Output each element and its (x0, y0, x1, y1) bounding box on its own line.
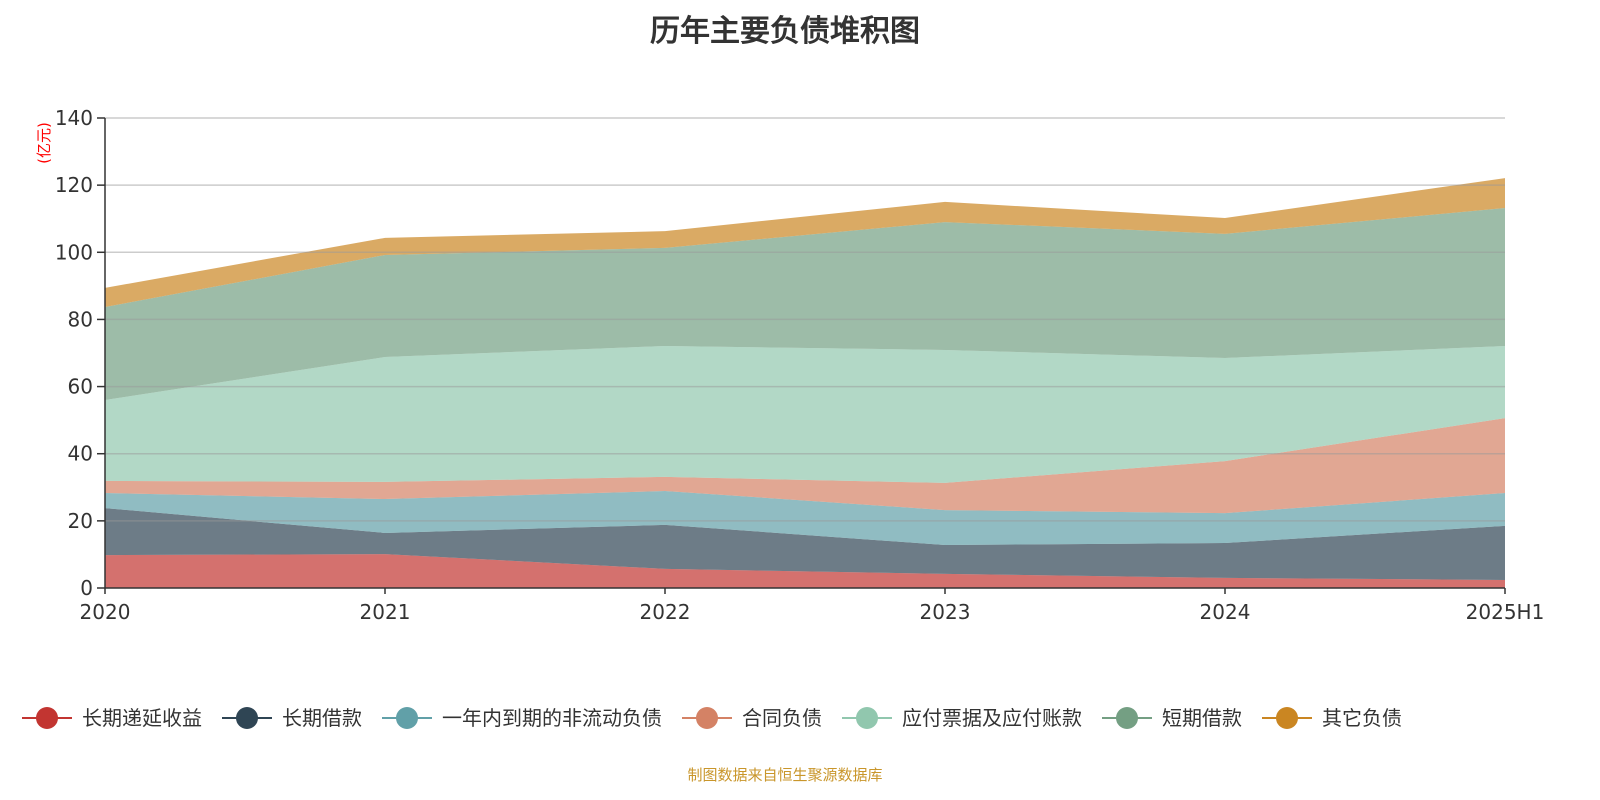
area-series-4 (105, 345, 1505, 483)
legend-item-0[interactable]: 长期递延收益 (22, 706, 202, 730)
legend-item-4[interactable]: 应付票据及应付账款 (842, 706, 1082, 730)
y-tick-label: 80 (68, 307, 93, 331)
legend-label: 应付票据及应付账款 (902, 706, 1082, 730)
legend-item-1[interactable]: 长期借款 (222, 706, 362, 730)
legend-item-6[interactable]: 其它负债 (1262, 706, 1402, 730)
legend-circle-icon (236, 707, 258, 729)
legend-item-5[interactable]: 短期借款 (1102, 706, 1242, 730)
legend-circle-icon (1276, 707, 1298, 729)
data-source-note: 制图数据来自恒生聚源数据库 (687, 766, 883, 784)
legend-circle-icon (856, 707, 878, 729)
y-tick-label: 40 (68, 442, 93, 466)
y-tick-label: 60 (68, 375, 93, 399)
legend-item-3[interactable]: 合同负债 (682, 706, 822, 730)
legend-label: 短期借款 (1162, 706, 1242, 730)
chart-title: 历年主要负债堆积图 (650, 14, 920, 49)
area-series-3 (105, 418, 1505, 514)
legend-circle-icon (36, 707, 58, 729)
legend-label: 其它负债 (1322, 706, 1402, 730)
legend-label: 长期递延收益 (82, 706, 202, 730)
area-series-1 (105, 508, 1505, 580)
y-tick-label: 0 (80, 576, 93, 600)
y-axis-unit-label: (亿元) (35, 122, 53, 164)
y-tick-label: 140 (55, 106, 93, 130)
area-series-0 (105, 554, 1505, 588)
area-series-2 (105, 490, 1505, 546)
legend-circle-icon (696, 707, 718, 729)
legend-circle-icon (396, 707, 418, 729)
x-tick-label: 2022 (640, 600, 691, 624)
y-tick-label: 20 (68, 509, 93, 533)
x-tick-label: 2023 (920, 600, 971, 624)
y-tick-label: 120 (55, 173, 93, 197)
x-tick-label: 2021 (360, 600, 411, 624)
area-series-5 (105, 207, 1505, 400)
legend-circle-icon (1116, 707, 1138, 729)
y-tick-label: 100 (55, 240, 93, 264)
x-tick-label: 2020 (80, 600, 131, 624)
x-tick-label: 2024 (1200, 600, 1251, 624)
legend-item-2[interactable]: 一年内到期的非流动负债 (382, 706, 662, 730)
legend-label: 一年内到期的非流动负债 (442, 706, 662, 730)
area-series-6 (105, 178, 1505, 308)
x-tick-label: 2025H1 (1466, 600, 1545, 624)
legend-label: 合同负债 (742, 706, 822, 730)
legend-label: 长期借款 (282, 706, 362, 730)
